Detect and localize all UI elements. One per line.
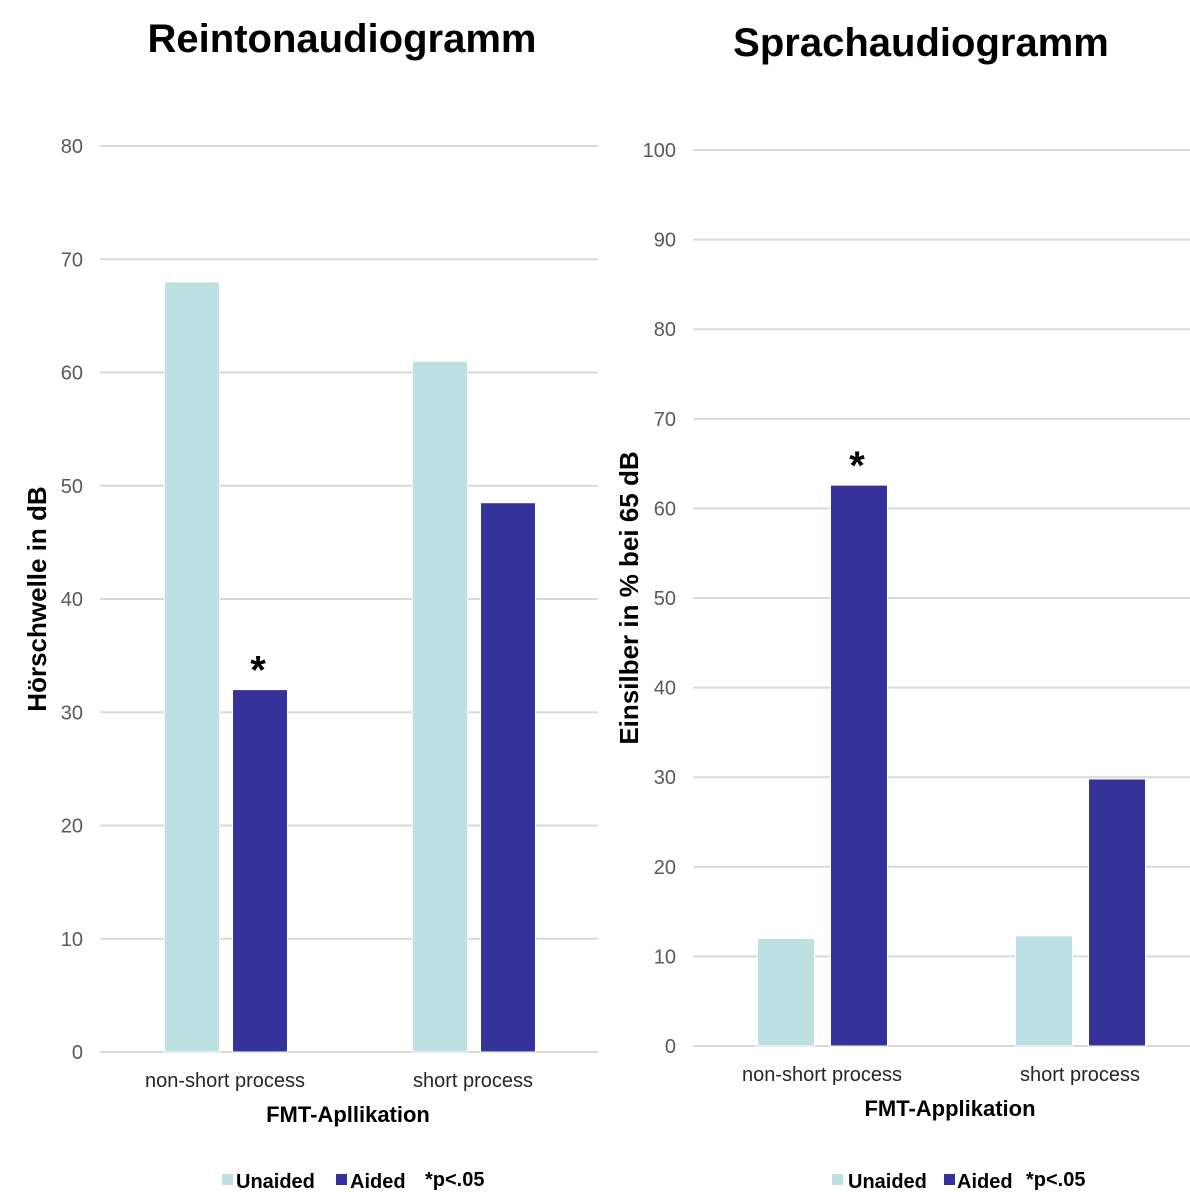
y-tick-label: 80 <box>654 319 676 341</box>
y-tick-label: 10 <box>61 929 83 951</box>
y-tick-label: 40 <box>654 678 676 700</box>
chart-title: Reintonaudiogramm <box>148 17 537 61</box>
significance-star: * <box>250 649 266 693</box>
bar-aided-short <box>1088 778 1146 1047</box>
bar-unaided-short <box>412 360 468 1053</box>
y-tick-label: 20 <box>61 816 83 838</box>
legend-swatch-unaided <box>832 1174 843 1185</box>
bar-aided-short <box>480 502 536 1053</box>
bar-unaided-non-short <box>757 937 815 1047</box>
legend-label-aided: Aided <box>350 1171 406 1192</box>
y-tick-label: 80 <box>61 136 83 158</box>
y-tick-label: 30 <box>61 702 83 724</box>
chart-title: Sprachaudiogramm <box>733 21 1109 65</box>
y-tick-label: 20 <box>654 857 676 879</box>
bar-aided-non-short <box>232 689 288 1053</box>
legend: Unaided Aided *p<.05 <box>832 1169 1085 1192</box>
x-category-label: non-short process <box>145 1070 305 1092</box>
significance-star: * <box>849 444 865 488</box>
legend-significance-note: *p<.05 <box>1026 1169 1085 1191</box>
legend-significance-note: *p<.05 <box>425 1169 484 1191</box>
x-category-label: short process <box>413 1070 533 1092</box>
y-tick-label: 10 <box>654 946 676 968</box>
y-tick-label: 0 <box>72 1042 83 1064</box>
x-category-label: non-short process <box>742 1064 902 1086</box>
legend-label-aided: Aided <box>957 1171 1013 1192</box>
legend: Unaided Aided *p<.05 <box>222 1169 484 1192</box>
y-axis-title: Hörschwelle in dB <box>22 486 52 711</box>
x-axis-title: FMT-Applikation <box>864 1096 1035 1121</box>
y-axis-title: Einsilber in % bei 65 dB <box>614 451 644 744</box>
legend-label-unaided: Unaided <box>236 1171 315 1192</box>
legend-label-unaided: Unaided <box>848 1171 927 1192</box>
legend-swatch-aided <box>336 1174 347 1185</box>
y-tick-label: 90 <box>654 230 676 252</box>
y-tick-label: 100 <box>643 140 676 162</box>
y-tick-label: 70 <box>654 409 676 431</box>
chart-sprachaudiogramm: Sprachaudiogramm 0 10 20 30 40 50 60 70 80 90 100 * n… <box>614 21 1190 1192</box>
y-tick-label: 30 <box>654 767 676 789</box>
chart-reintonaudiogramm: Reintonaudiogramm 0 10 20 30 40 50 60 70 80 * non-s… <box>22 17 598 1192</box>
x-axis-title: FMT-Apllikation <box>266 1102 430 1127</box>
bar-aided-non-short <box>830 484 888 1047</box>
y-tick-label: 0 <box>665 1036 676 1058</box>
legend-swatch-unaided <box>222 1174 233 1185</box>
y-tick-label: 40 <box>61 589 83 611</box>
legend-swatch-aided <box>944 1174 955 1185</box>
y-tick-label: 50 <box>654 588 676 610</box>
y-tick-label: 70 <box>61 249 83 271</box>
y-tick-label: 60 <box>61 363 83 385</box>
x-category-label: short process <box>1020 1064 1140 1086</box>
bar-unaided-non-short <box>164 281 220 1053</box>
y-tick-label: 60 <box>654 498 676 520</box>
y-tick-label: 50 <box>61 476 83 498</box>
bar-unaided-short <box>1015 935 1073 1047</box>
